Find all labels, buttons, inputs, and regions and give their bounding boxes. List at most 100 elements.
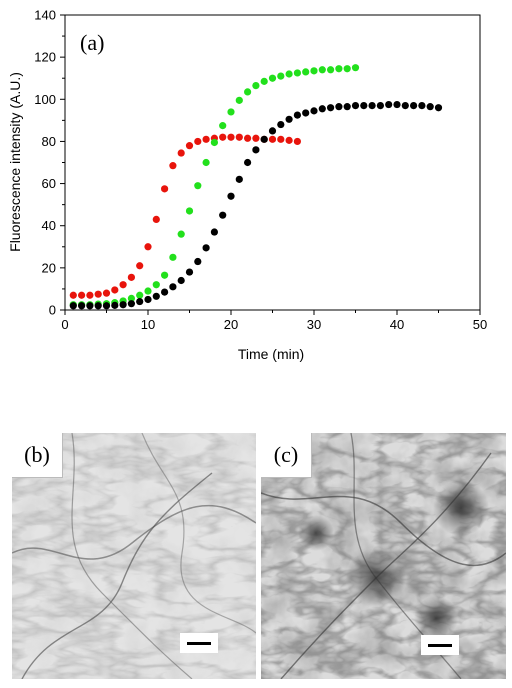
data-point <box>327 104 335 112</box>
y-axis-title: Fluorescence intensity (A.U.) <box>7 72 23 252</box>
data-point <box>351 102 360 110</box>
data-point <box>161 288 169 296</box>
data-point <box>227 192 235 200</box>
data-point <box>335 103 343 111</box>
data-point <box>235 96 243 104</box>
data-point <box>244 134 252 142</box>
x-tick-label: 20 <box>224 317 238 332</box>
data-point <box>376 102 384 110</box>
data-point <box>169 162 177 170</box>
data-point <box>235 175 243 183</box>
data-point <box>78 291 86 299</box>
micrograph-b-label: (b) <box>12 433 63 478</box>
micrograph-b-scale-bar <box>180 633 218 653</box>
data-point <box>86 291 94 299</box>
data-point <box>111 286 119 294</box>
data-point <box>277 120 285 129</box>
data-point <box>136 262 144 270</box>
data-point <box>302 68 310 76</box>
fluorescence-chart: 0 10 20 30 40 50 0 20 40 60 80 100 120 140 (a) Time (… <box>7 8 487 363</box>
data-point <box>210 138 218 147</box>
data-point <box>368 102 376 110</box>
data-point <box>127 273 135 281</box>
data-point <box>252 146 260 154</box>
data-point <box>252 134 260 142</box>
data-point <box>277 135 285 143</box>
data-point <box>119 281 127 289</box>
data-point <box>136 297 144 306</box>
y-tick-label: 80 <box>42 134 56 149</box>
data-point <box>177 230 185 238</box>
data-point <box>293 111 301 119</box>
micrograph-c-scale-bar <box>421 635 459 655</box>
data-point <box>210 228 218 236</box>
data-point <box>161 185 169 193</box>
micrograph-c-label: (c) <box>261 433 312 478</box>
axes: 0 10 20 30 40 50 0 20 40 60 80 100 120 140 <box>34 8 487 333</box>
data-point <box>360 102 368 110</box>
data-point <box>244 88 252 96</box>
data-point <box>144 243 152 251</box>
data-point <box>318 105 326 113</box>
data-point <box>127 294 135 303</box>
data-point <box>69 302 77 310</box>
data-point <box>177 276 185 285</box>
data-point <box>327 66 335 74</box>
data-point <box>318 66 326 74</box>
data-point <box>194 137 202 146</box>
data-point <box>144 287 152 295</box>
data-point <box>86 302 94 310</box>
data-point <box>152 292 160 300</box>
data-point <box>177 149 185 157</box>
data-point <box>293 137 301 146</box>
micrograph-c: (c) <box>261 433 506 679</box>
micrograph-b: (b) <box>12 433 256 679</box>
y-tick-label: 20 <box>42 260 56 275</box>
data-point <box>161 271 169 279</box>
data-point <box>244 158 252 167</box>
data-point <box>434 104 443 112</box>
data-point <box>219 133 227 141</box>
data-point <box>78 302 86 310</box>
data-point <box>144 295 152 304</box>
data-point <box>69 291 77 299</box>
micrograph-c-image <box>261 433 506 679</box>
data-point <box>202 135 210 143</box>
data-point <box>185 207 194 215</box>
y-tick-label: 140 <box>34 8 56 23</box>
data-point <box>260 77 268 85</box>
chart-panel-label: (a) <box>80 30 104 55</box>
data-point <box>194 257 202 266</box>
data-point <box>152 281 160 289</box>
data-point <box>152 215 160 223</box>
data-point <box>401 102 409 110</box>
data-point <box>418 102 426 110</box>
data-point <box>185 142 194 150</box>
data-point <box>202 158 210 167</box>
data-point <box>169 253 177 261</box>
data-point <box>410 102 418 110</box>
data-point <box>426 103 434 111</box>
data-point <box>335 65 343 73</box>
data-point <box>119 301 127 309</box>
data-point <box>102 302 111 310</box>
x-tick-label: 10 <box>141 317 155 332</box>
y-tick-label: 0 <box>49 303 56 318</box>
data-point <box>235 133 243 141</box>
data-point <box>111 301 119 309</box>
data-point <box>285 136 293 144</box>
data-point <box>185 268 194 276</box>
plot-frame <box>64 14 481 311</box>
series-2 <box>69 64 360 309</box>
data-point <box>277 72 285 80</box>
data-point <box>227 108 235 116</box>
data-point <box>343 65 351 73</box>
series-3 <box>69 100 443 310</box>
data-point <box>136 291 144 299</box>
data-point <box>285 70 293 78</box>
data-point <box>202 244 210 252</box>
x-tick-label: 30 <box>307 317 321 332</box>
data-point <box>252 81 260 90</box>
data-point <box>393 100 401 109</box>
data-point <box>227 133 235 141</box>
